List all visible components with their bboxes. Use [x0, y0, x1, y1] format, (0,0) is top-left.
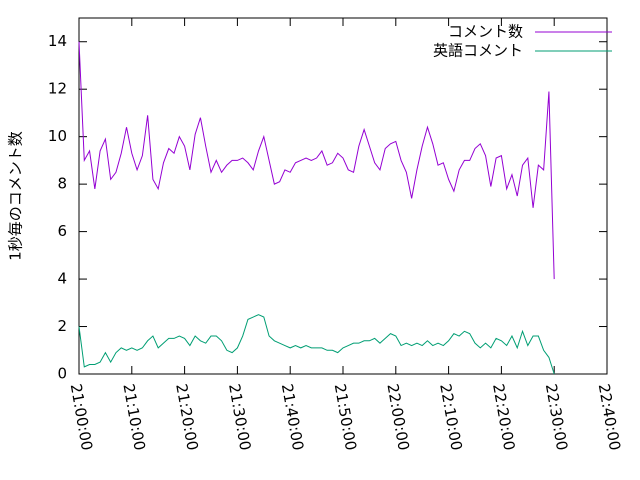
y-tick-label: 10	[48, 127, 67, 145]
y-tick-label: 8	[57, 175, 67, 193]
x-tick-label: 21:40:00	[278, 382, 307, 451]
y-tick-label: 6	[57, 222, 67, 240]
x-tick-label: 22:40:00	[595, 382, 624, 451]
legend-label: コメント数	[448, 23, 523, 41]
y-tick-label: 4	[57, 270, 67, 288]
x-tick-label: 21:10:00	[119, 382, 148, 451]
x-tick-label: 22:10:00	[436, 382, 465, 451]
plot-frame	[78, 17, 608, 375]
x-tick-label: 21:00:00	[67, 382, 96, 451]
x-tick-label: 22:20:00	[489, 382, 518, 451]
x-tick-label: 22:00:00	[383, 382, 412, 451]
x-tick-label: 21:20:00	[172, 382, 201, 451]
x-tick-label: 21:50:00	[331, 382, 360, 451]
y-tick-label: 2	[57, 317, 67, 335]
y-tick-label: 14	[48, 32, 67, 50]
legend-label: 英語コメント	[433, 42, 523, 60]
y-axis-label: 1秒毎のコメント数	[7, 131, 25, 261]
x-tick-label: 22:30:00	[542, 382, 571, 451]
series-line	[78, 41, 555, 280]
x-tick-label: 21:30:00	[225, 382, 254, 451]
y-tick-label: 0	[57, 365, 67, 383]
y-tick-label: 12	[48, 80, 67, 98]
series-line	[78, 314, 555, 375]
